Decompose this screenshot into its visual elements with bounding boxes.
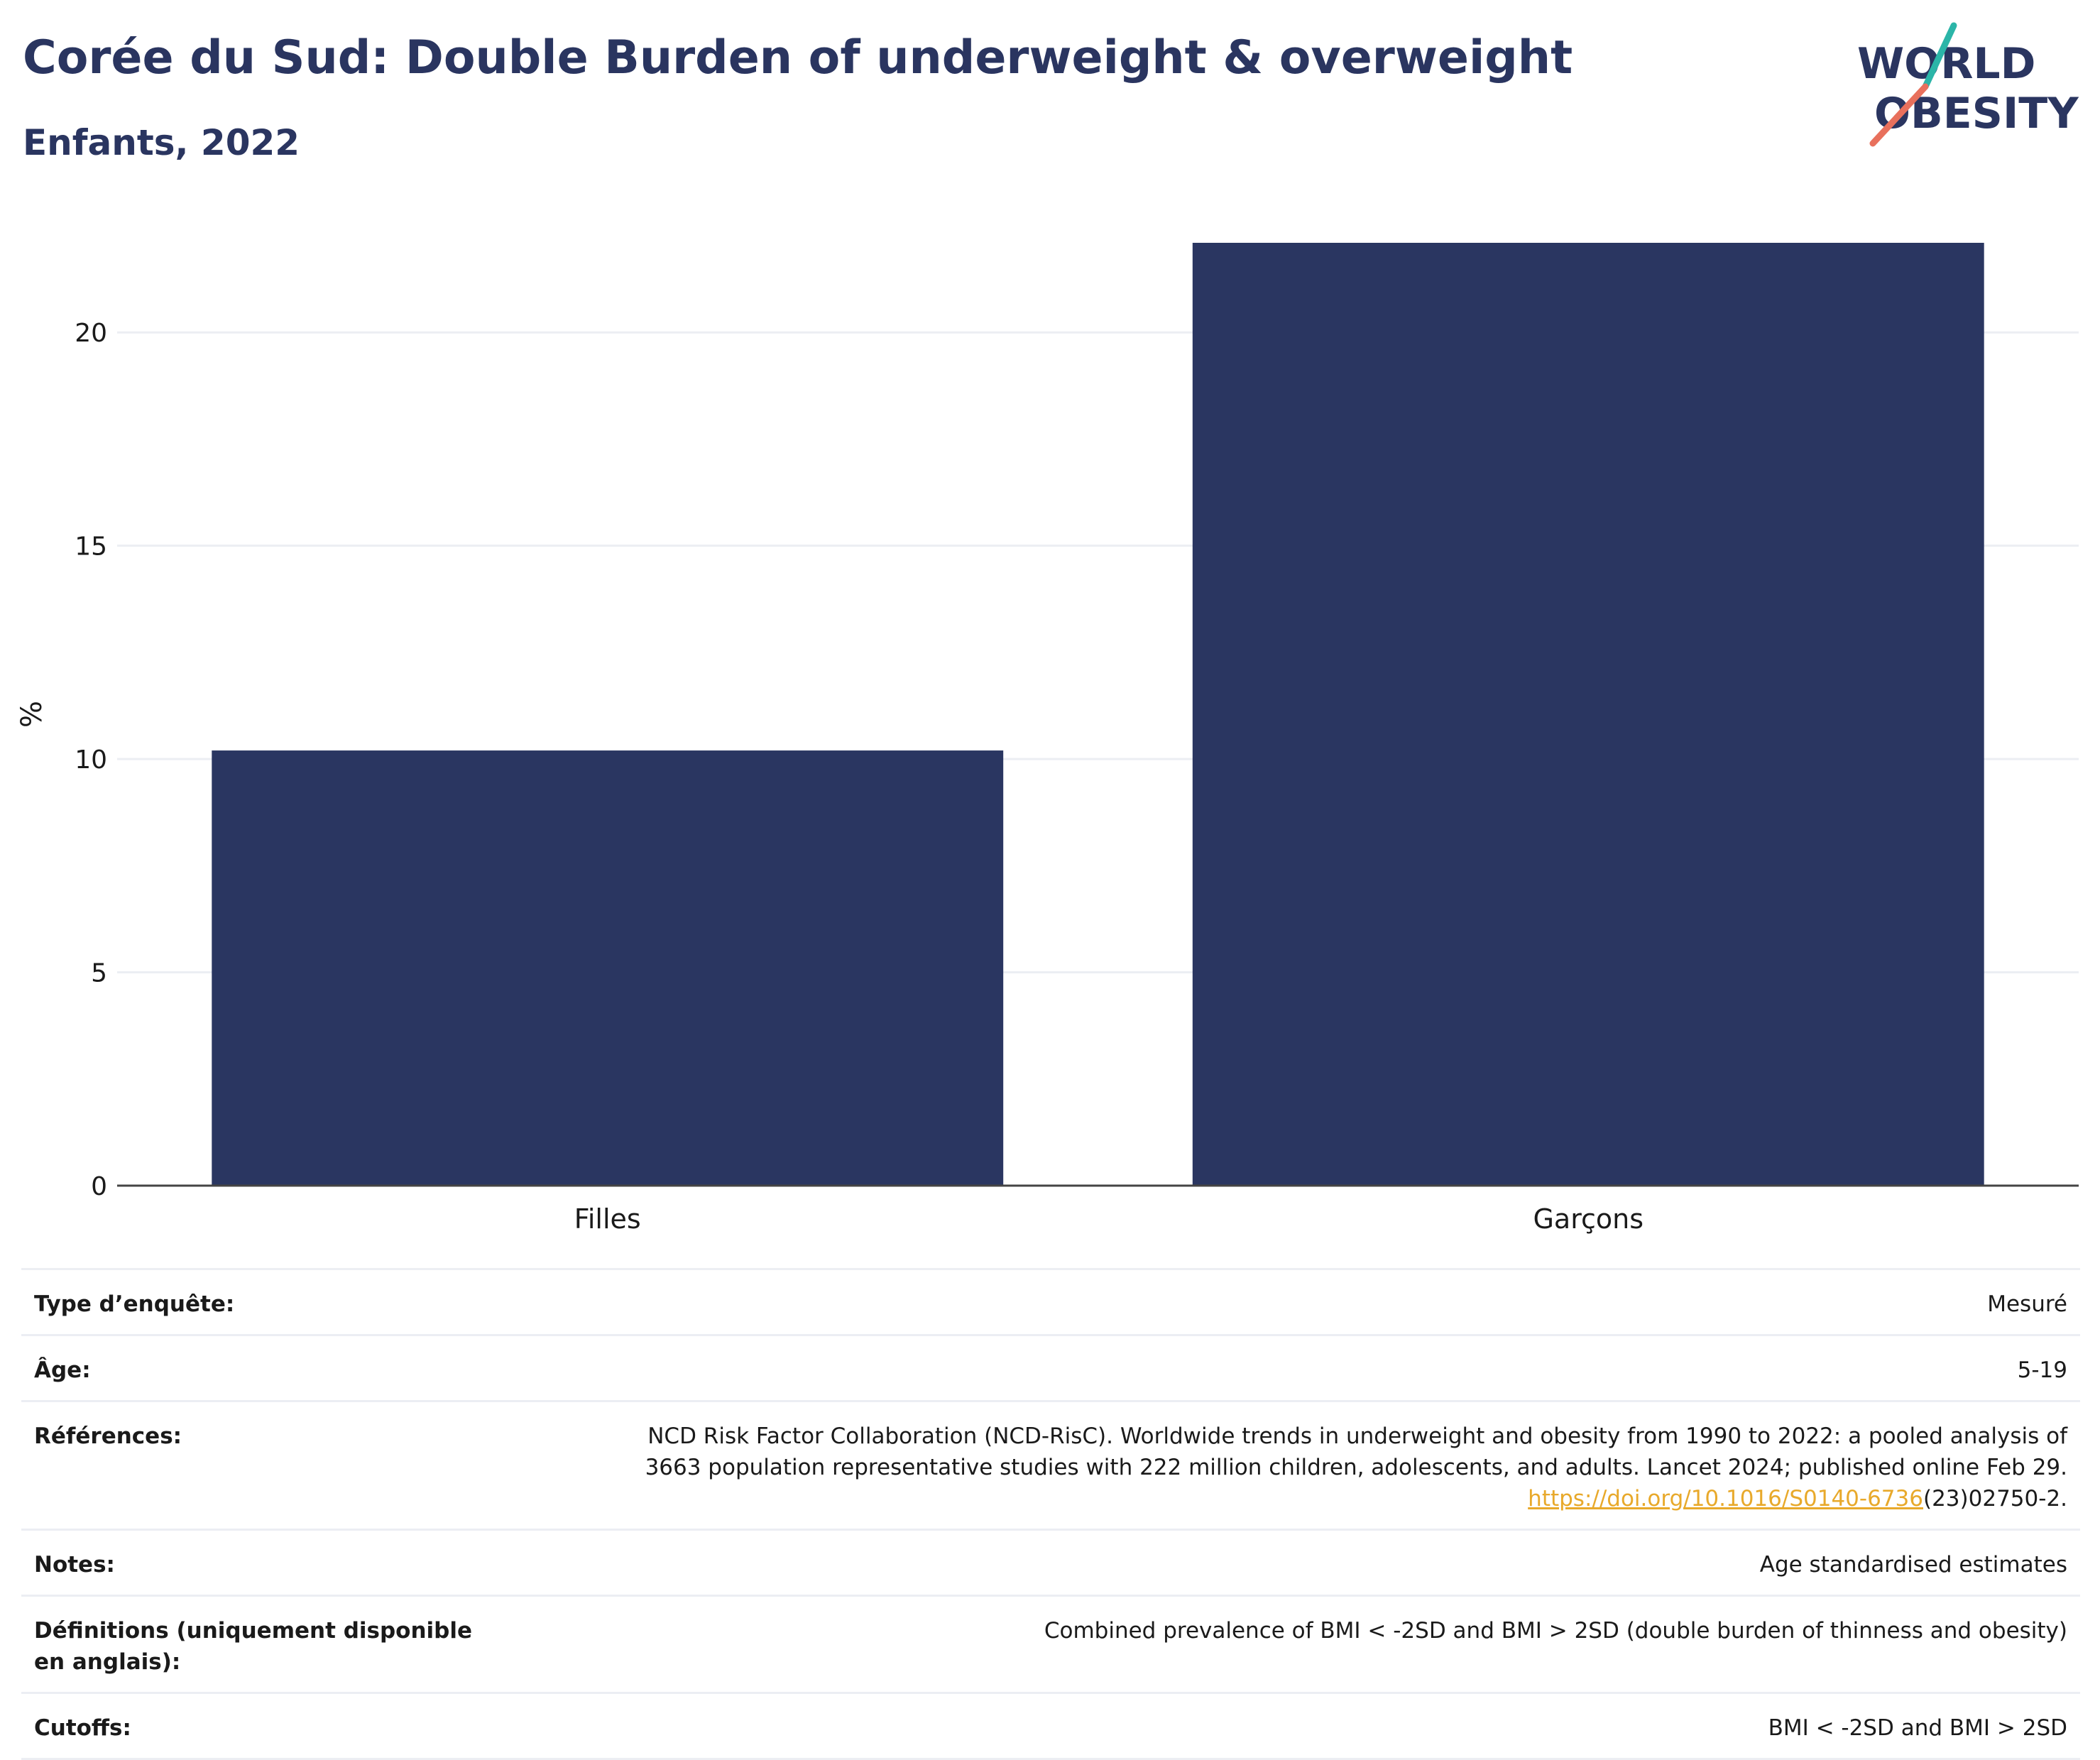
meta-key: Âge: [21,1334,501,1401]
meta-value: Mesuré [501,1268,2080,1335]
y-tick-label: 10 [75,745,107,775]
meta-key: Cutoffs: [21,1692,501,1760]
reference-line-1: NCD Risk Factor Collaboration (NCD-RisC)… [647,1423,2067,1449]
meta-row-notes: Notes: Age standardised estimates [21,1529,2080,1596]
meta-row-age: Âge: 5-19 [21,1334,2080,1401]
meta-key: Définitions (uniquement disponible en an… [21,1595,501,1693]
x-category-label: Garçons [1533,1203,1644,1235]
reference-line-2: 3663 population representative studies w… [645,1455,2067,1480]
x-category-label: Filles [574,1203,641,1235]
x-category-labels: Filles Garçons [574,1203,1644,1235]
y-tick-label: 5 [91,959,107,988]
world-obesity-logo: WORLD OBESITY [1857,22,2079,147]
meta-key: Notes: [21,1529,501,1596]
chart-subtitle: Enfants, 2022 [23,122,300,163]
bar-filles[interactable] [212,750,1004,1186]
meta-key: Type d’enquête: [21,1268,501,1335]
meta-value: BMI < -2SD and BMI > 2SD [501,1692,2080,1760]
y-axis-title: % [16,701,48,728]
reference-doi-suffix: (23)02750-2. [1923,1486,2067,1512]
y-tick-label: 15 [75,532,107,562]
logo-slash-top [1922,22,1957,90]
meta-row-cutoffs: Cutoffs: BMI < -2SD and BMI > 2SD [21,1692,2080,1760]
meta-value: Combined prevalence of BMI < -2SD and BM… [501,1595,2080,1693]
y-tick-label: 0 [91,1172,107,1201]
meta-row-references: Références: NCD Risk Factor Collaboratio… [21,1400,2080,1530]
meta-value: Age standardised estimates [501,1529,2080,1596]
chart-title: Corée du Sud: Double Burden of underweig… [23,31,1573,84]
y-tick-label: 20 [75,319,107,348]
meta-key: Références: [21,1400,501,1530]
logo-slash-bottom [1869,83,1929,147]
y-tick-labels: 0 5 10 15 20 [75,319,107,1201]
meta-value: 5-19 [501,1334,2080,1401]
bars [212,243,1984,1186]
meta-row-survey-type: Type d’enquête: Mesuré [21,1268,2080,1335]
meta-value: NCD Risk Factor Collaboration (NCD-RisC)… [501,1400,2080,1530]
reference-doi-link[interactable]: https://doi.org/10.1016/S0140-6736 [1528,1486,1923,1512]
metadata-table: Type d’enquête: Mesuré Âge: 5-19 Référen… [21,1268,2080,1760]
meta-row-definitions: Définitions (uniquement disponible en an… [21,1595,2080,1693]
bar-chart: 0 5 10 15 20 Filles Garçons % [16,243,2079,1235]
bar-garcons[interactable] [1192,243,1984,1186]
logo-line2: OBESITY [1874,89,2079,138]
